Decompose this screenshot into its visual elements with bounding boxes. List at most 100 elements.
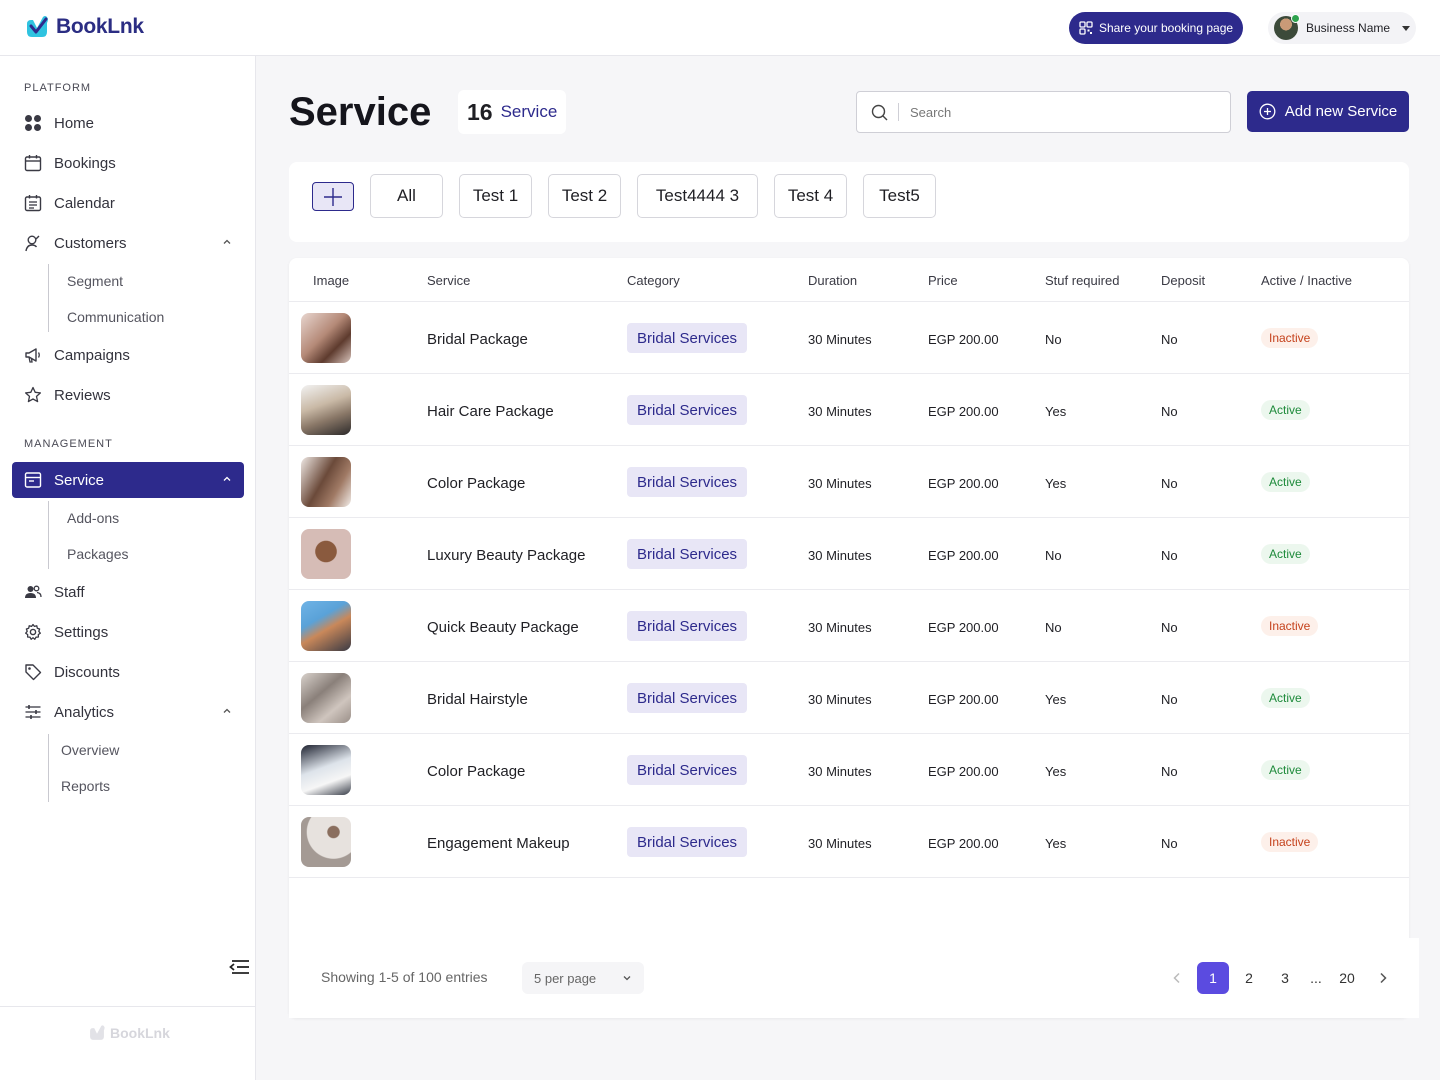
status-badge[interactable]: Inactive [1261,832,1319,852]
brand-logo[interactable]: BookLnk [24,14,144,40]
sidebar-item-staff[interactable]: Staff [12,574,244,610]
status-badge[interactable]: Active [1261,472,1310,492]
sidebar-item-discounts[interactable]: Discounts [12,654,244,690]
status-badge[interactable]: Active [1261,760,1310,780]
status-badge[interactable]: Inactive [1261,328,1319,348]
service-name: Color Package [427,763,526,780]
price-cell: EGP 200.00 [928,404,999,419]
sidebar-item-home[interactable]: Home [12,105,244,141]
table-row[interactable]: Bridal Hairstyle Bridal Services 30 Minute… [289,662,1409,734]
deposit-cell: No [1161,476,1178,491]
sidebar-item-reviews[interactable]: Reviews [12,377,244,413]
column-header-status[interactable]: Active / Inactive [1261,273,1353,288]
chevron-left-icon [1173,972,1180,984]
duration-cell: 30 Minutes [808,836,872,851]
table-row[interactable]: Engagement Makeup Bridal Services 30 Minut… [289,806,1409,878]
next-page-button[interactable] [1367,962,1399,994]
column-header-service[interactable]: Service [427,273,471,288]
sidebar-item-label: Settings [54,623,109,641]
search-box[interactable] [856,91,1231,133]
sidebar-item-reports[interactable]: Reports [61,778,111,794]
deposit-cell: No [1161,404,1178,419]
deposit-cell: No [1161,836,1178,851]
sidebar-item-communication[interactable]: Communication [67,309,165,325]
service-name: Bridal Hairstyle [427,691,528,708]
table-row[interactable]: Quick Beauty Package Bridal Services 30 Mi… [289,590,1409,662]
gear-icon [24,623,42,641]
service-icon [24,471,42,489]
page-2-button[interactable]: 2 [1245,970,1253,986]
category-badge: Bridal Services [627,683,748,713]
status-badge[interactable]: Active [1261,544,1310,564]
footer-logo-text: BookLnk [110,1025,170,1041]
table-row[interactable]: Bridal Package Bridal Services 30 Minutes E… [289,302,1409,374]
column-header-price[interactable]: Price [928,273,958,288]
column-header-deposit[interactable]: Deposit [1161,273,1206,288]
filter-chip-test-1[interactable]: Test 1 [459,174,532,218]
service-count-label: Service [500,102,558,121]
deposit-cell: No [1161,620,1178,635]
filter-chip-test-4[interactable]: Test 4 [774,174,847,218]
share-booking-page-button[interactable]: Share your booking page [1069,12,1243,44]
deposit-cell: No [1161,692,1178,707]
table-row[interactable]: Color Package Bridal Services 30 Minutes EG… [289,734,1409,806]
table-row[interactable]: Color Package Bridal Services 30 Minutes EG… [289,446,1409,518]
megaphone-icon [24,346,42,364]
brand-name: BookLnk [56,15,144,38]
sidebar-item-label: Campaigns [54,346,130,364]
users-icon [24,583,42,601]
collapse-sidebar-icon[interactable] [228,958,250,976]
filter-chip-test-2[interactable]: Test 2 [548,174,621,218]
table-row[interactable]: Hair Care Package Bridal Services 30 Minut… [289,374,1409,446]
sidebar-item-calendar[interactable]: Calendar [12,185,244,221]
sidebar-item-service[interactable]: Service [12,462,244,498]
search-input[interactable] [910,104,1190,120]
page-1-button[interactable]: 1 [1197,962,1229,994]
add-new-service-label: Add new Service [1284,103,1398,120]
sidebar-footer: BookLnk [0,1006,256,1080]
staff-required-cell: No [1045,548,1062,563]
duration-cell: 30 Minutes [808,404,872,419]
service-thumbnail [301,673,351,723]
per-page-select[interactable]: 5 per page [522,962,644,994]
duration-cell: 30 Minutes [808,620,872,635]
chevron-up-icon [223,476,231,481]
status-badge[interactable]: Active [1261,688,1310,708]
sidebar-item-packages[interactable]: Packages [67,546,129,562]
column-header-image[interactable]: Image [313,273,350,288]
column-header-category[interactable]: Category [627,273,680,288]
chevron-up-icon [223,239,231,244]
sidebar-item-label: Bookings [54,154,116,172]
filter-chip-all[interactable]: All [370,174,443,218]
staff-required-cell: Yes [1045,476,1067,491]
sidebar-item-analytics[interactable]: Analytics [12,694,244,730]
filter-chip-test5[interactable]: Test5 [863,174,936,218]
filter-chip-test4444-3[interactable]: Test4444 3 [637,174,758,218]
sidebar-item-segment[interactable]: Segment [67,273,124,289]
sidebar-item-label: Analytics [54,703,115,721]
add-new-service-button[interactable]: Add new Service [1247,91,1409,132]
business-menu[interactable]: Business Name [1268,12,1416,44]
avatar [1274,14,1300,40]
previous-page-button[interactable] [1161,962,1193,994]
sidebar-item-campaigns[interactable]: Campaigns [12,337,244,373]
column-header-staff-required[interactable]: Stuf required [1045,273,1120,288]
page-20-button[interactable]: 20 [1339,970,1355,986]
page-3-button[interactable]: 3 [1281,970,1289,986]
table-row[interactable]: Luxury Beauty Package Bridal Services 30 M… [289,518,1409,590]
sidebar-item-settings[interactable]: Settings [12,614,244,650]
add-category-button[interactable] [312,182,354,211]
sidebar-item-addons[interactable]: Add-ons [67,510,120,526]
service-thumbnail [301,817,351,867]
sidebar-item-overview[interactable]: Overview [61,742,120,758]
column-header-duration[interactable]: Duration [808,273,858,288]
status-badge[interactable]: Inactive [1261,616,1319,636]
page-title: Service [289,90,432,134]
sidebar-item-bookings[interactable]: Bookings [12,145,244,181]
service-name: Luxury Beauty Package [427,547,586,564]
status-badge[interactable]: Active [1261,400,1310,420]
sidebar-item-customers[interactable]: Customers [12,225,244,261]
submenu-line [48,501,49,569]
sidebar-item-label: Reviews [54,386,111,404]
service-name: Bridal Package [427,331,528,348]
